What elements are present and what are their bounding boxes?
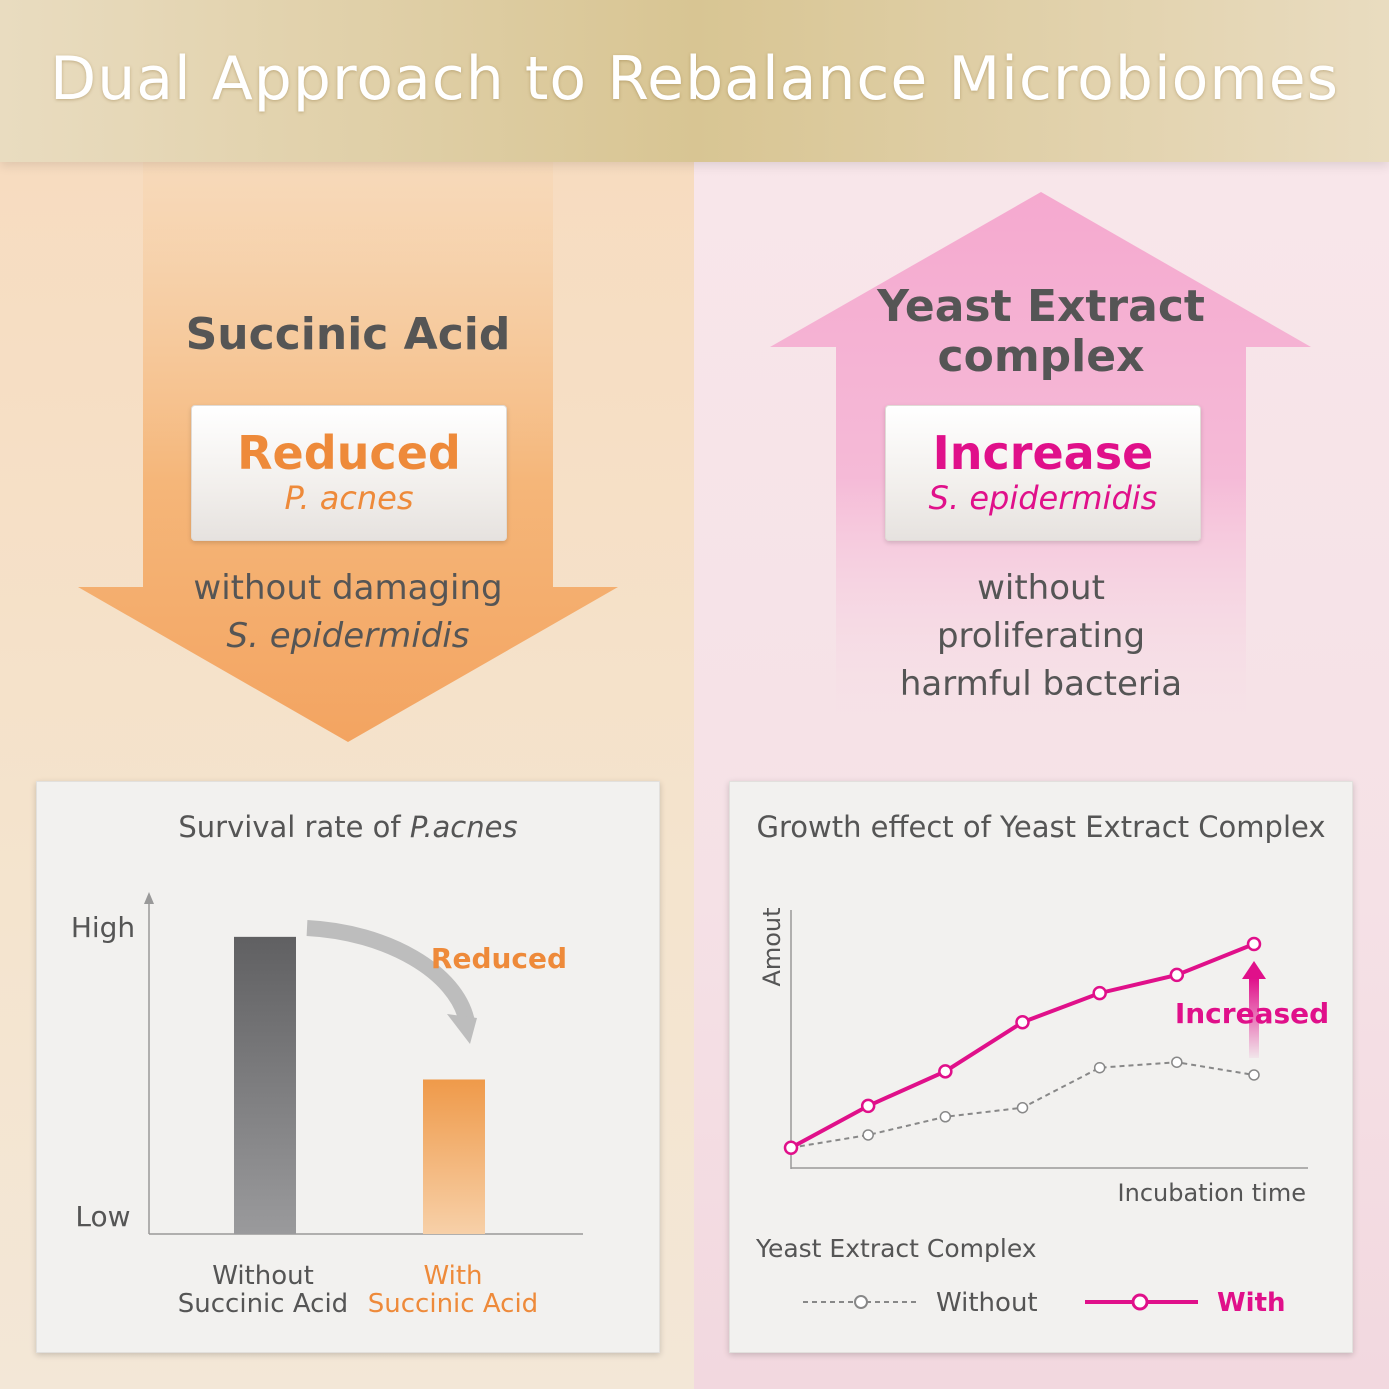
bar-with-succinic — [423, 1079, 485, 1234]
y-label-high: High — [71, 911, 135, 944]
left-note: without damaging S. epidermidis — [143, 564, 553, 660]
yeast-extract-label: Yeast Extract complex — [836, 282, 1246, 382]
reduced-box: Reduced P. acnes — [191, 405, 507, 541]
line-y-label: Amout — [758, 907, 786, 986]
legend-with-marker — [1131, 1293, 1149, 1311]
cat-with-line1: With — [423, 1261, 482, 1291]
point-with-2 — [938, 1064, 953, 1079]
reduced-label: Reduced — [237, 426, 461, 480]
line-series-layer — [783, 936, 1262, 1155]
cat-without-line2: Succinic Acid — [178, 1289, 348, 1319]
legend-without-label: Without — [936, 1288, 1038, 1318]
right-note-line1: without — [977, 568, 1105, 608]
cat-with-line2: Succinic Acid — [368, 1289, 538, 1319]
point-without-6 — [1248, 1069, 1260, 1081]
increased-arrow-shaft — [1249, 978, 1259, 1058]
left-note-line2: S. epidermidis — [226, 616, 470, 656]
point-with-0 — [783, 1140, 799, 1155]
line-x-label: Incubation time — [1118, 1179, 1306, 1207]
growth-line-chart: Amout Incubation time Increased Yeast Ex… — [755, 907, 1329, 1318]
page-title: Dual Approach to Rebalance Microbiomes — [50, 44, 1339, 114]
survival-title-italic: P.acnes — [409, 810, 518, 844]
succinic-acid-label: Succinic Acid — [185, 309, 511, 360]
yeast-extract-line2: complex — [937, 331, 1145, 382]
growth-chart-title: Growth effect of Yeast Extract Complex — [756, 810, 1326, 844]
increase-box: Increase S. epidermidis — [885, 405, 1201, 541]
series-line-with — [790, 942, 1255, 1150]
legend-with-label: With — [1217, 1288, 1286, 1318]
increased-annotation: Increased — [1175, 997, 1329, 1030]
point-with-6 — [1246, 936, 1262, 952]
increased-arrowhead — [1242, 961, 1266, 979]
bar-without-succinic — [234, 936, 296, 1234]
point-with-4 — [1092, 985, 1107, 1001]
yeast-extract-line1: Yeast Extract — [877, 281, 1205, 332]
survival-chart-card: Survival rate of P.acnes High Low Reduce… — [36, 781, 660, 1353]
left-note-line1: without damaging — [193, 568, 503, 608]
reduced-curve-arrow — [306, 920, 475, 1025]
point-with-1 — [860, 1098, 876, 1114]
p-acnes-label: P. acnes — [284, 479, 414, 517]
reduced-annotation: Reduced — [431, 942, 567, 975]
survival-chart-title: Survival rate of P.acnes — [37, 810, 659, 844]
right-note-line2: proliferating — [936, 616, 1146, 656]
increase-label: Increase — [932, 426, 1154, 480]
s-epidermidis-label: S. epidermidis — [928, 479, 1158, 517]
survival-title-prefix: Survival rate of — [178, 810, 410, 844]
reduced-curve-arrowhead — [447, 1014, 477, 1044]
survival-bar-chart: High Low Reduced Without Succinic Acid W… — [71, 892, 583, 1319]
point-with-3 — [1015, 1014, 1030, 1030]
point-with-5 — [1169, 967, 1185, 983]
point-without-4 — [1093, 1061, 1106, 1074]
point-without-5 — [1171, 1056, 1183, 1068]
y-label-low: Low — [75, 1200, 130, 1233]
cat-without-line1: Without — [212, 1261, 314, 1291]
header-banner: Dual Approach to Rebalance Microbiomes — [0, 0, 1389, 162]
right-note: without proliferating harmful bacteria — [836, 564, 1246, 708]
growth-chart-card: Growth effect of Yeast Extract Complex A… — [729, 781, 1353, 1353]
point-without-3 — [1016, 1101, 1029, 1114]
legend-title: Yeast Extract Complex — [755, 1234, 1037, 1263]
legend-without-marker — [854, 1295, 868, 1309]
right-note-line3: harmful bacteria — [899, 664, 1183, 704]
point-without-2 — [939, 1111, 952, 1123]
bar-y-axis-arrow — [144, 892, 154, 904]
point-without-1 — [862, 1129, 874, 1141]
